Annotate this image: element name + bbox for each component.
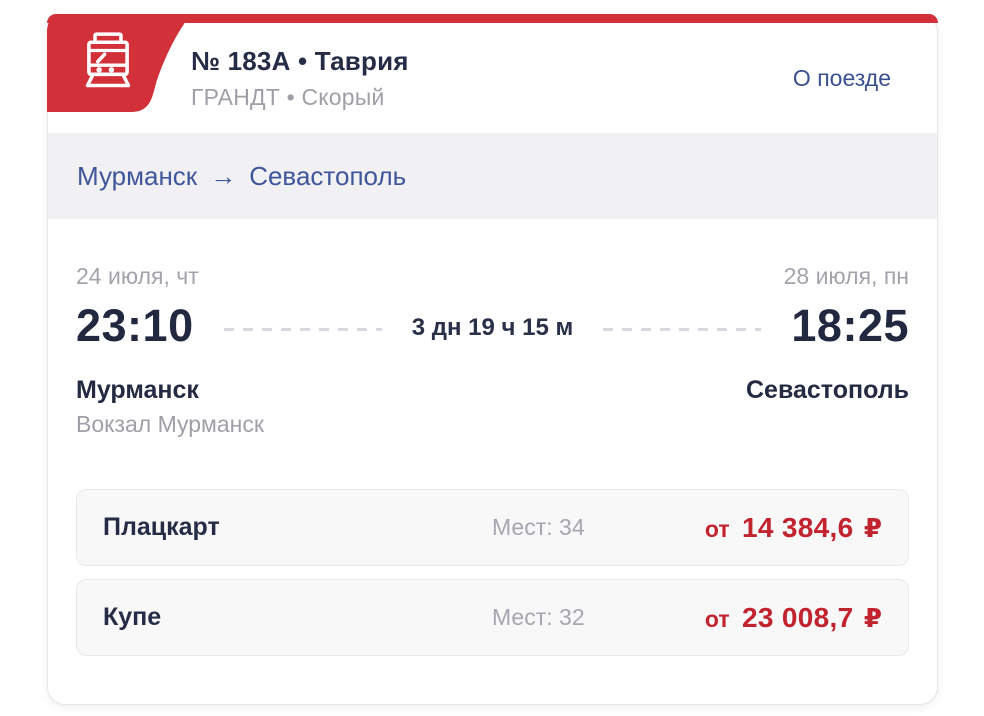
depart-station-block: Мурманск Вокзал Мурманск xyxy=(76,376,264,438)
train-card: № 183А • Таврия ГРАНДТ • Скорый О поезде… xyxy=(47,14,938,705)
price-from-label: от xyxy=(704,605,730,632)
route-dashed-line xyxy=(223,327,382,331)
depart-date: 24 июля, чт xyxy=(76,263,199,289)
trip-duration: 3 дн 19 ч 15 м xyxy=(411,314,574,341)
route-arrow-icon: → xyxy=(210,160,237,191)
stations-row: Мурманск Вокзал Мурманск Севастополь xyxy=(76,376,909,438)
depart-terminal: Вокзал Мурманск xyxy=(76,411,264,437)
train-number-title: № 183А • Таврия xyxy=(191,45,409,76)
fare-row-kupe[interactable]: Купе Мест: 32 от 23 008,7 ₽ xyxy=(76,579,909,656)
carrier-and-category: ГРАНДТ • Скорый xyxy=(191,83,385,110)
about-train-link[interactable]: О поезде xyxy=(792,64,891,91)
dates-row: 24 июля, чт 28 июля, пн xyxy=(76,263,909,290)
route-from: Мурманск xyxy=(77,160,198,191)
route-bar: Мурманск → Севастополь xyxy=(48,133,937,219)
price-amount: 23 008,7 xyxy=(742,601,854,633)
fare-class-name: Плацкарт xyxy=(103,513,220,541)
ruble-sign: ₽ xyxy=(863,512,882,543)
arrive-time: 18:25 xyxy=(791,300,909,351)
train-info-block: № 183А • Таврия ГРАНДТ • Скорый xyxy=(191,46,409,111)
fare-price: от 14 384,6 ₽ xyxy=(662,512,882,544)
arrive-date: 28 июля, пн xyxy=(783,263,909,289)
ruble-sign: ₽ xyxy=(863,602,882,633)
journey-section: 24 июля, чт 28 июля, пн 23:10 3 дн 19 ч … xyxy=(48,219,937,438)
times-row: 23:10 3 дн 19 ч 15 м 18:25 xyxy=(76,300,909,352)
train-front-icon xyxy=(85,32,131,88)
arrive-station: Севастополь xyxy=(746,376,909,404)
card-top-accent xyxy=(47,14,938,23)
price-amount: 14 384,6 xyxy=(742,511,854,543)
price-from-label: от xyxy=(704,515,730,542)
fare-row-platzkart[interactable]: Плацкарт Мест: 34 от 14 384,6 ₽ xyxy=(76,489,909,566)
fare-seats-count: Мест: 34 xyxy=(492,514,585,540)
route-dashed-line xyxy=(603,327,762,331)
train-badge xyxy=(47,14,199,113)
fare-seats-count: Мест: 32 xyxy=(492,604,585,630)
fare-list: Плацкарт Мест: 34 от 14 384,6 ₽ Купе Мес… xyxy=(76,489,909,669)
fare-class-name: Купе xyxy=(103,603,162,631)
fare-price: от 23 008,7 ₽ xyxy=(662,602,882,634)
depart-station: Мурманск xyxy=(76,376,199,404)
card-header: № 183А • Таврия ГРАНДТ • Скорый О поезде xyxy=(48,23,937,133)
route-to: Севастополь xyxy=(249,160,407,191)
depart-time: 23:10 xyxy=(76,300,194,351)
badge-swoosh-shape xyxy=(47,14,191,112)
